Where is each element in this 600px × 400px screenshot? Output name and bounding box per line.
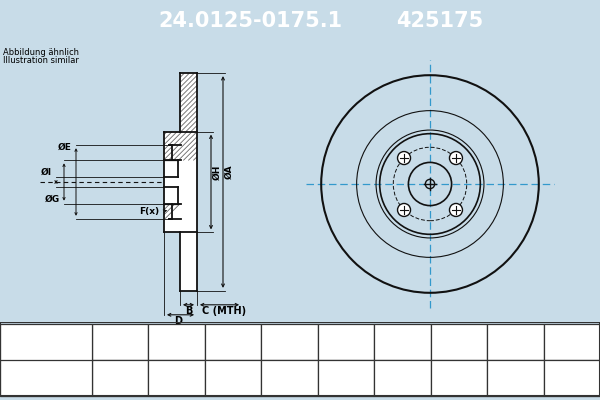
Text: B: B [172,335,181,348]
Text: 48,5: 48,5 [277,373,302,383]
Bar [148,324,205,360]
Text: ØG: ØG [45,195,60,204]
Text: D: D [175,316,182,326]
Bar [92,324,148,360]
Text: 425175: 425175 [397,11,484,31]
Bar [180,73,197,132]
Text: A: A [115,335,125,348]
Text: ØH: ØH [213,164,222,180]
Text: 24.0125-0175.1: 24.0125-0175.1 [158,11,342,31]
Bar [205,324,262,360]
Bar [431,360,487,396]
Text: Abbildung ähnlich: Abbildung ähnlich [3,48,79,57]
Text: H: H [510,335,521,348]
Text: 148,0: 148,0 [499,373,531,383]
Bar [431,324,487,360]
Text: ØE: ØE [58,143,72,152]
Text: F(x): F(x) [139,207,159,216]
Text: E: E [342,335,350,348]
Text: G: G [454,335,464,348]
Circle shape [20,334,36,350]
Text: C (MTH): C (MTH) [202,306,246,316]
Text: 320,0: 320,0 [104,373,136,383]
Bar [374,360,431,396]
Text: Illustration similar: Illustration similar [3,56,79,65]
Bar [56,367,62,389]
Bar [318,324,374,360]
Circle shape [449,152,463,164]
Bar [318,360,374,396]
Bar [164,204,197,232]
Bar [262,324,318,360]
Text: I: I [569,335,574,348]
Text: ØI: ØI [41,167,52,176]
Bar [262,360,318,396]
Bar [0,324,92,396]
Bar [164,132,197,160]
Text: 63,5: 63,5 [446,373,471,383]
Bar [487,324,544,360]
Text: 5: 5 [399,373,406,383]
Circle shape [14,328,42,356]
Text: B: B [185,306,192,316]
Bar [180,232,197,291]
Bar [164,160,197,204]
Text: D: D [284,335,295,348]
Text: 23,0: 23,0 [221,373,245,383]
Circle shape [398,152,410,164]
Bar [487,360,544,396]
Bar [92,360,148,396]
Circle shape [25,339,31,345]
Text: C: C [229,335,238,348]
Text: F(x): F(x) [388,335,416,348]
Bar [544,324,600,360]
Text: 108,0: 108,0 [330,373,362,383]
Bar [544,360,600,396]
Text: 25,0: 25,0 [164,373,189,383]
Bar [62,373,67,383]
Circle shape [398,204,410,216]
Bar [205,360,262,396]
Bar [148,360,205,396]
Text: 13,7: 13,7 [559,373,584,383]
Circle shape [449,204,463,216]
Bar [374,324,431,360]
Text: ØA: ØA [225,165,234,179]
